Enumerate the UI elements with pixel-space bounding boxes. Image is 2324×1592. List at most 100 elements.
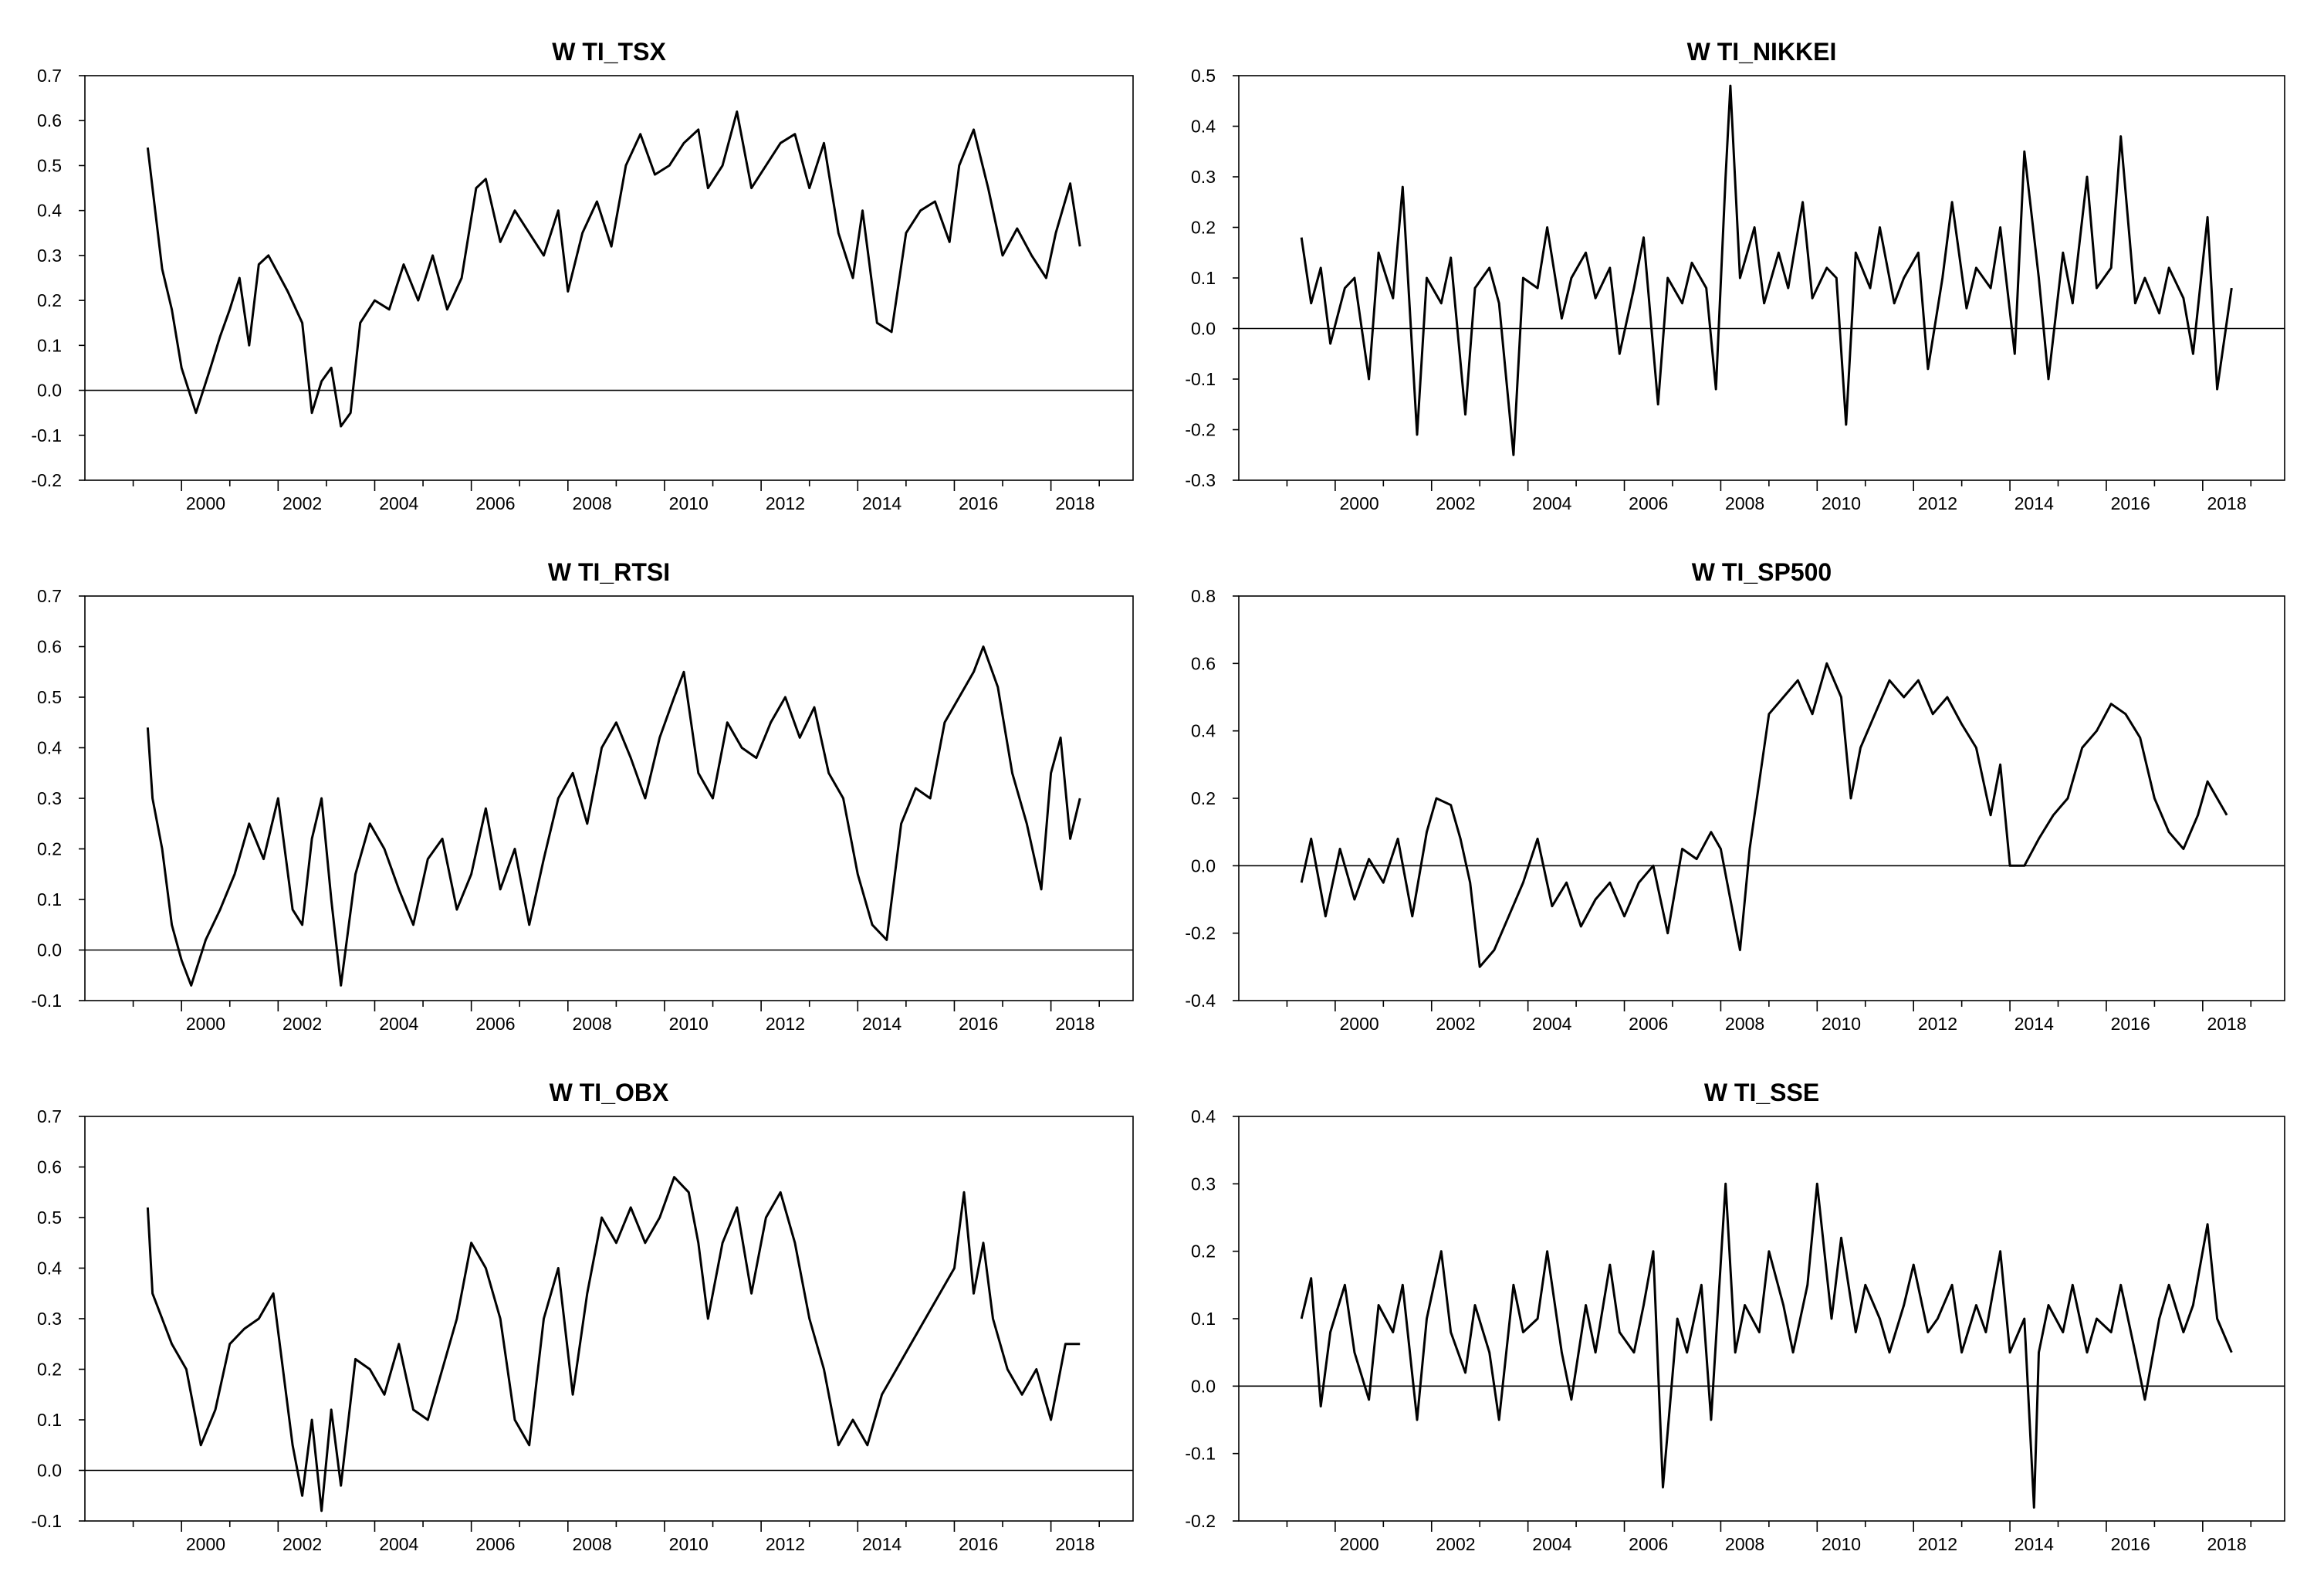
x-tick-label: 2010: [669, 1014, 709, 1034]
x-tick-label: 2016: [959, 1014, 998, 1034]
x-tick-label: 2014: [2014, 1534, 2054, 1554]
x-tick-label: 2018: [2207, 493, 2246, 513]
x-tick-label: 2010: [1822, 493, 1861, 513]
x-tick-label: 2002: [282, 493, 322, 513]
x-tick-label: 2016: [2111, 1014, 2150, 1034]
y-tick-label: -0.2: [31, 470, 62, 490]
y-tick-label: 0.5: [37, 687, 62, 707]
panel-wti-sp500: W TI_SP500 -0.4 -0.2 0.0 0.2 0.4 0.6 0.8 2000 20…: [1185, 558, 2285, 1034]
y-tick-label: 0.3: [37, 246, 62, 266]
series-line: [146, 1176, 1081, 1512]
x-tick-label: 2006: [1629, 493, 1668, 513]
x-tick-label: 2014: [862, 1534, 902, 1554]
y-tick-label: 0.6: [37, 637, 62, 657]
y-tick-label: 0.6: [37, 1157, 62, 1177]
y-tick-label: -0.1: [31, 1511, 62, 1531]
plot-frame: [84, 595, 1134, 1001]
x-tick-label: 2014: [2014, 493, 2054, 513]
panel-wti-sse: W TI_SSE -0.2 -0.1 0.0 0.1 0.2 0.3 0.4 2000 2002…: [1185, 1079, 2285, 1554]
x-tick-label: 2012: [766, 1534, 805, 1554]
x-tick-label: 2004: [1532, 1014, 1571, 1034]
y-tick-label: 0.2: [37, 290, 62, 310]
y-tick-label: 0.2: [1191, 218, 1216, 238]
panel-wti-nikkei: W TI_NIKKEI -0.3 -0.2 -0.1 0.0 0.1 0.2 0.3 0.4 0…: [1185, 38, 2285, 513]
x-tick-label: 2012: [766, 493, 805, 513]
x-tick-label: 2002: [282, 1014, 322, 1034]
x-tick-label: 2008: [1725, 1534, 1764, 1554]
y-tick-label: 0.7: [37, 586, 62, 606]
y-tick-label: 0.7: [37, 1106, 62, 1126]
y-tick-label: 0.8: [1191, 586, 1216, 606]
x-tick-label: 2000: [1340, 493, 1379, 513]
x-tick-label: 2000: [186, 1014, 225, 1034]
y-tick-label: 0.4: [1191, 721, 1216, 741]
y-tick-label: 0.3: [37, 788, 62, 808]
x-tick-label: 2010: [669, 493, 709, 513]
x-tick-label: 2012: [1918, 493, 1957, 513]
x-tick-label: 2004: [379, 493, 418, 513]
x-tick-label: 2002: [1436, 1014, 1475, 1034]
y-tick-label: -0.4: [1185, 991, 1216, 1011]
y-tick-label: 0.6: [1191, 653, 1216, 673]
y-tick-label: 0.4: [37, 201, 62, 221]
x-tick-label: 2004: [1532, 1534, 1571, 1554]
x-tick-label: 2000: [186, 1534, 225, 1554]
y-tick-label: -0.3: [1185, 470, 1216, 490]
y-tick-label: 0.1: [37, 1410, 62, 1430]
chart-title: W TI_OBX: [550, 1079, 669, 1106]
y-tick-label: 0.0: [37, 1461, 62, 1481]
y-tick-label: 0.2: [37, 839, 62, 859]
x-tick-label: 2014: [2014, 1014, 2054, 1034]
y-tick-label: 0.4: [1191, 1106, 1216, 1126]
x-tick-label: 2018: [1055, 1534, 1094, 1554]
y-tick-label: 0.2: [1191, 1241, 1216, 1262]
chart-title: W TI_NIKKEI: [1687, 38, 1837, 66]
x-tick-label: 2014: [862, 493, 902, 513]
y-tick-label: 0.3: [1191, 1174, 1216, 1194]
x-tick-label: 2008: [1725, 493, 1764, 513]
x-tick-label: 2002: [282, 1534, 322, 1554]
y-tick-label: 0.1: [37, 889, 62, 909]
x-tick-label: 2000: [186, 493, 225, 513]
y-tick-label: 0.6: [37, 110, 62, 130]
series-line: [146, 110, 1081, 428]
series-line: [1300, 662, 2228, 968]
y-tick-label: 0.2: [37, 1360, 62, 1380]
x-tick-label: 2004: [379, 1014, 418, 1034]
x-tick-label: 2000: [1340, 1534, 1379, 1554]
plot-frame: [84, 1116, 1134, 1522]
y-tick-label: 0.7: [37, 66, 62, 86]
y-tick-label: 0.5: [37, 1208, 62, 1228]
x-tick-label: 2006: [1629, 1014, 1668, 1034]
series-line: [1300, 1182, 2233, 1509]
plot-frame: [84, 75, 1134, 481]
y-tick-label: 0.1: [1191, 268, 1216, 288]
x-tick-label: 2012: [766, 1014, 805, 1034]
x-tick-label: 2002: [1436, 493, 1475, 513]
plot-frame: [1238, 595, 2285, 1001]
y-tick-label: 0.5: [1191, 66, 1216, 86]
x-tick-label: 2016: [2111, 493, 2150, 513]
y-tick-label: -0.1: [31, 991, 62, 1011]
x-tick-label: 2002: [1436, 1534, 1475, 1554]
x-tick-label: 2014: [862, 1014, 902, 1034]
chart-title: W TI_SP500: [1692, 558, 1832, 586]
y-tick-label: 0.1: [1191, 1309, 1216, 1329]
x-tick-label: 2012: [1918, 1534, 1957, 1554]
y-tick-label: 0.0: [37, 940, 62, 960]
panel-wti-rtsi: W TI_RTSI -0.1 0.0 0.1 0.2 0.3 0.4 0.5 0.6 0.7 20…: [31, 558, 1134, 1034]
y-tick-label: 0.3: [1191, 167, 1216, 187]
series-line: [146, 645, 1081, 987]
x-tick-label: 2010: [669, 1534, 709, 1554]
panel-wti-tsx: W TI_TSX -0.2 -0.1 0.0 0.1 0.2 0.3 0.4 0.5 0.6 0.…: [31, 38, 1134, 513]
y-tick-label: -0.1: [1185, 1444, 1216, 1464]
y-tick-label: 0.0: [1191, 855, 1216, 876]
y-tick-label: -0.1: [1185, 369, 1216, 389]
x-tick-label: 2008: [573, 493, 612, 513]
y-tick-label: 0.1: [37, 335, 62, 355]
x-tick-label: 2004: [379, 1534, 418, 1554]
x-tick-label: 2016: [2111, 1534, 2150, 1554]
y-tick-label: -0.2: [1185, 923, 1216, 943]
y-tick-label: 0.0: [37, 381, 62, 401]
